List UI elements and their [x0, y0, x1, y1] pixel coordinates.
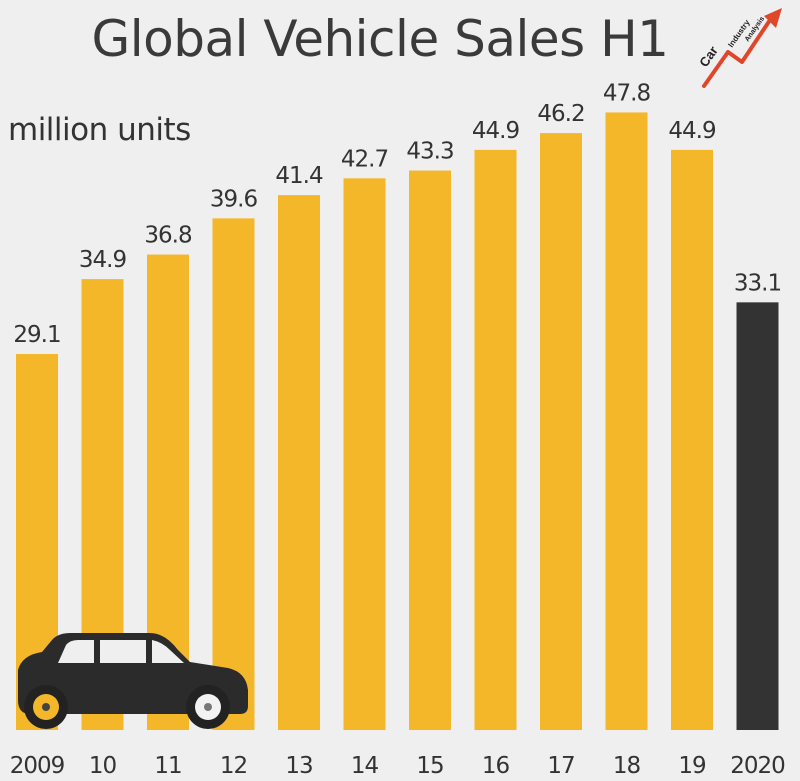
value-label-10: 34.9: [79, 247, 127, 273]
x-tick-label-10: 10: [89, 753, 117, 779]
x-tick-label-11: 11: [154, 753, 181, 779]
x-tick-label-17: 17: [547, 753, 574, 779]
value-label-18: 47.8: [603, 80, 651, 106]
value-label-13: 41.4: [275, 163, 323, 189]
x-tick-label-12: 12: [220, 753, 247, 779]
bar-17: [540, 133, 582, 730]
bar-10: [81, 279, 124, 730]
value-label-2020: 33.1: [734, 270, 781, 296]
bar-19: [671, 149, 713, 731]
bar-2009: [16, 354, 58, 730]
bar-16: [474, 149, 517, 731]
x-tick-label-15: 15: [416, 753, 443, 779]
unit-label: million units: [8, 112, 191, 148]
bar-12: [212, 218, 255, 731]
bar-18: [605, 112, 648, 730]
value-label-15: 43.3: [406, 139, 453, 165]
bar-2020: [736, 302, 779, 730]
bar-15: [409, 170, 451, 731]
value-label-12: 39.6: [210, 186, 258, 212]
value-label-11: 36.8: [144, 223, 192, 249]
bar-13: [278, 195, 320, 730]
value-label-17: 46.2: [537, 101, 584, 127]
bar-11: [147, 254, 189, 730]
x-tick-label-16: 16: [482, 753, 510, 779]
x-tick-label-13: 13: [285, 753, 312, 779]
value-label-2009: 29.1: [13, 322, 60, 348]
x-tick-label-2020: 2020: [730, 753, 785, 779]
x-tick-label-18: 18: [613, 753, 641, 779]
car-industry-analysis-logo: Car Industry Analysis: [698, 8, 782, 88]
x-tick-label-2009: 2009: [10, 753, 65, 779]
chart-title: Global Vehicle Sales H1: [91, 10, 669, 68]
value-label-14: 42.7: [341, 146, 388, 172]
x-tick-label-19: 19: [678, 753, 706, 779]
value-label-16: 44.9: [472, 118, 520, 144]
bar-14: [343, 178, 386, 731]
x-tick-label-14: 14: [351, 753, 379, 779]
value-label-19: 44.9: [668, 118, 716, 144]
